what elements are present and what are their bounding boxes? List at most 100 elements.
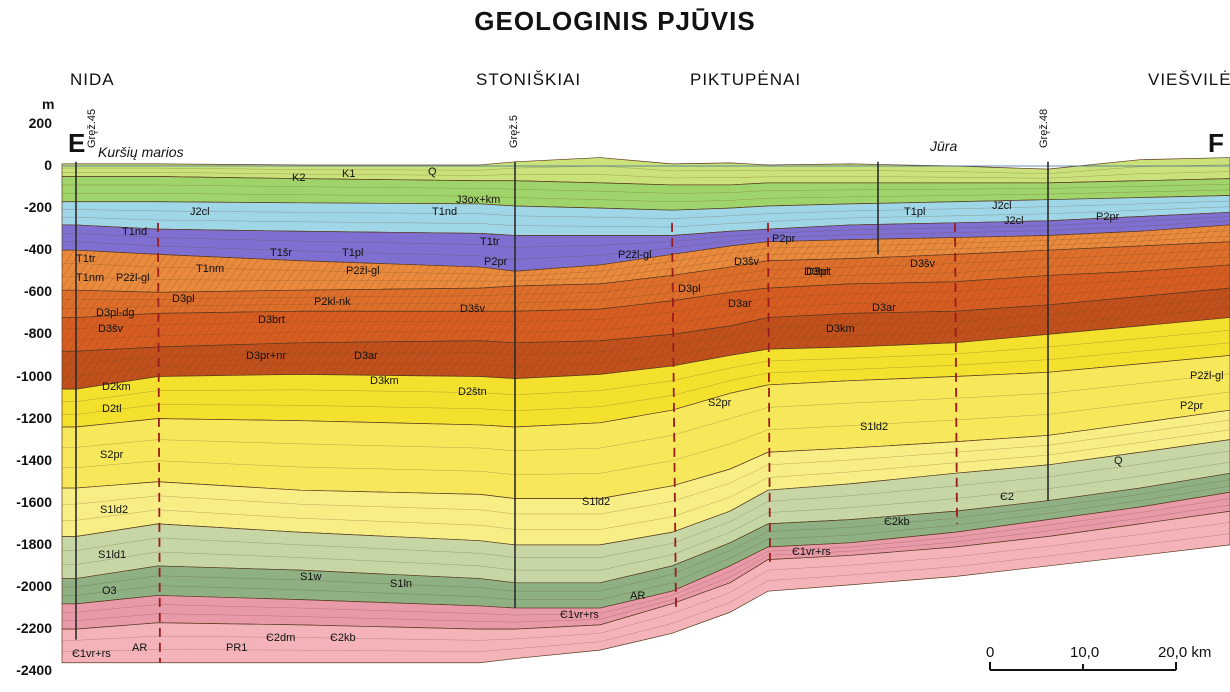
layer-label: D2tl [102, 403, 122, 415]
layer-label: AR [132, 642, 148, 654]
layer-label: P2pr [1096, 211, 1120, 223]
layer-label: Є1vr+rs [560, 609, 599, 621]
borehole-label-5: Gręž.5 [508, 114, 520, 148]
layer-label: D3km [826, 323, 855, 335]
y-tick-label: 0 [44, 157, 52, 173]
layer-label: S1w [300, 571, 322, 583]
layer-label: D3brt [258, 314, 285, 326]
sea-label: Jūra [930, 138, 958, 154]
section-end-label: F [1208, 128, 1224, 158]
bedding-line [62, 373, 1230, 452]
bedding-line [62, 450, 1230, 558]
layer-label: T1pl [904, 206, 926, 218]
bedding-line [62, 391, 1230, 475]
y-tick-label: -1800 [16, 535, 52, 552]
layer-label: T1pl [342, 247, 364, 259]
y-tick-label: -2000 [16, 578, 52, 594]
bedding-line [62, 330, 1230, 402]
scale-label-20: 20,0 km [1158, 644, 1212, 661]
fault-line [767, 222, 771, 562]
layer-label: S2pr [100, 449, 124, 461]
borehole-label-48: Gręž.48 [1038, 108, 1050, 148]
layer-label: P2žl-gl [346, 265, 380, 277]
layer-label: S2pr [708, 397, 732, 409]
layer-label: Є2 [1000, 491, 1015, 503]
layer-label: D3pl-dg [96, 307, 135, 319]
scale-label-10: 10,0 [1070, 644, 1100, 661]
layer-label: T1šr [270, 247, 292, 259]
layer-label: Q [1114, 455, 1123, 467]
y-tick-label: -1400 [16, 451, 52, 468]
layer-label: PR1 [226, 642, 248, 654]
fault-line [157, 222, 161, 663]
layer-label: D3km [370, 375, 399, 387]
place-label-nida: NIDA [70, 70, 115, 89]
bedding-line [62, 200, 1230, 219]
layer-label: D3šv [910, 258, 936, 270]
bedding-line [62, 504, 1230, 623]
lagoon-label: Kuršių marios [98, 144, 184, 160]
stratum-hatch [62, 288, 1230, 390]
place-label-viesvile: VIEŠVILĖ [1148, 70, 1230, 89]
layer-label: D3pl [678, 283, 701, 295]
y-tick-label: -600 [23, 283, 52, 300]
layer-label: T1nd [432, 206, 458, 218]
layer-label: P2pr [1180, 400, 1204, 412]
layer-label: S1ln [390, 578, 413, 590]
bedding-line [62, 461, 1230, 571]
layer-label: AR [630, 590, 646, 602]
stratum [61, 510, 1230, 664]
layer-label: P2žl-gl [1190, 370, 1224, 382]
layer-label: Є2kb [884, 516, 910, 528]
layer-label: S1ld2 [100, 504, 129, 516]
layer-label: S1ld2 [860, 421, 889, 433]
bedding-line [62, 189, 1230, 202]
figure-title: GEOLOGINIS PJŪVIS [474, 6, 756, 36]
stratum-hatch [62, 264, 1230, 352]
layer-label: Є2kb [330, 632, 356, 644]
bedding-line [62, 498, 1230, 616]
layer-label: P2pr [484, 256, 508, 268]
bedding-line [62, 419, 1230, 515]
bedding-line [62, 184, 1230, 194]
place-label-stoniskiai: STONIŠKIAI [476, 70, 582, 89]
bedding-line [62, 479, 1230, 592]
y-tick-label: -800 [23, 325, 52, 342]
fault-line [954, 222, 958, 524]
stratum-hatch [62, 224, 1230, 293]
y-tick-label: 200 [28, 114, 52, 131]
layer-label: P2kl-nk [314, 296, 351, 308]
layer-label: Є1vr+rs [72, 648, 111, 660]
layer-label: T1tr [76, 253, 96, 265]
layer-label: S1ld2 [582, 496, 611, 508]
bedding-line [62, 429, 1230, 530]
layer-label: D3šv [734, 256, 760, 268]
fault-line [671, 222, 677, 609]
layer-label: D3brt [804, 266, 831, 278]
layer-label: J3ox+km [456, 194, 501, 206]
layer-label: T1nm [196, 263, 225, 275]
layer-label: T1nd [122, 226, 148, 238]
bedding-line [62, 485, 1230, 600]
y-tick-label: -1600 [16, 493, 52, 510]
layer-label: J2cl [1004, 215, 1024, 227]
y-tick-label: -2400 [16, 662, 52, 679]
bedding-line [62, 522, 1230, 641]
y-tick-label: -1000 [16, 367, 52, 384]
layer-label: D3ar [872, 302, 896, 314]
scale-label-0: 0 [986, 644, 995, 661]
layer-label: Q [428, 166, 437, 178]
layer-label: J2cl [992, 200, 1012, 212]
layer-label: D3pl [806, 266, 829, 278]
bedding-line [62, 220, 1230, 260]
section-start-label: E [68, 128, 86, 158]
layer-label: T1nm [76, 272, 105, 284]
bedding-line [62, 342, 1230, 415]
y-tick-label: -400 [23, 241, 52, 258]
layer-label: Є1vr+rs [792, 546, 831, 558]
layer-label: D3pl [172, 293, 195, 305]
y-tick-label: -200 [23, 199, 52, 216]
layer-label: K2 [292, 172, 306, 184]
y-tick-label: -2200 [16, 620, 52, 637]
